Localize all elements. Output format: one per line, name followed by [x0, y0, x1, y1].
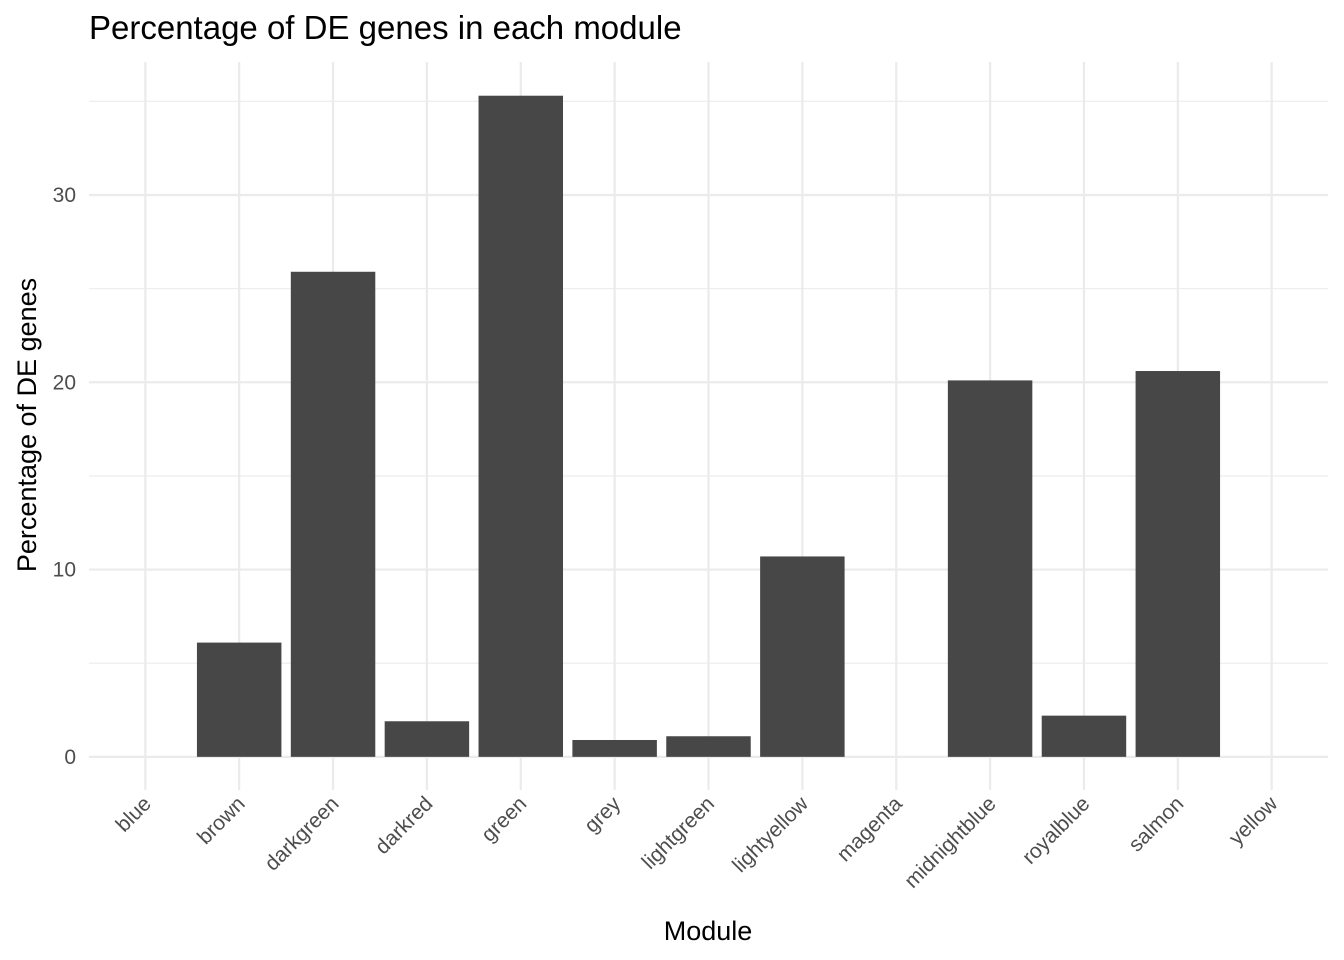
y-axis-ticks: 0 10 20 30 — [53, 184, 76, 769]
y-tick-label: 20 — [53, 371, 76, 394]
x-tick-label-blue: blue — [112, 792, 156, 836]
bar-darkred — [384, 721, 470, 757]
x-tick-label-darkred: darkred — [371, 792, 438, 859]
x-axis-ticks: blue brown darkgreen darkred green grey lightg… — [112, 792, 1283, 893]
x-axis-title: Module — [664, 916, 753, 946]
x-tick-label-royalblue: royalblue — [1018, 792, 1095, 869]
x-tick-label-brown: brown — [193, 792, 250, 849]
bar-midnightblue — [947, 380, 1033, 757]
bar-royalblue — [1041, 715, 1127, 757]
x-tick-label-midnightblue: midnightblue — [900, 792, 1000, 892]
y-axis-title: Percentage of DE genes — [12, 278, 42, 572]
y-tick-label: 30 — [53, 184, 76, 207]
x-tick-label-green: green — [477, 792, 531, 846]
x-tick-label-grey: grey — [580, 792, 626, 838]
x-tick-label-darkgreen: darkgreen — [260, 792, 343, 875]
bar-lightyellow — [760, 556, 845, 757]
bar-salmon — [1135, 371, 1221, 757]
chart-title: Percentage of DE genes in each module — [89, 9, 682, 46]
x-tick-label-lightgreen: lightgreen — [638, 792, 719, 873]
x-tick-label-lightyellow: lightyellow — [728, 792, 813, 877]
x-tick-label-salmon: salmon — [1124, 792, 1188, 856]
y-tick-label: 10 — [53, 559, 76, 582]
x-tick-label-magenta: magenta — [833, 792, 907, 866]
bar-layer — [196, 95, 1221, 757]
y-tick-label: 0 — [64, 746, 76, 769]
bar-darkgreen — [290, 271, 376, 757]
bar-green — [478, 95, 564, 757]
bar-grey — [572, 739, 657, 757]
x-tick-label-yellow: yellow — [1225, 792, 1283, 850]
bar-brown — [196, 642, 282, 757]
bar-lightgreen — [666, 736, 751, 757]
